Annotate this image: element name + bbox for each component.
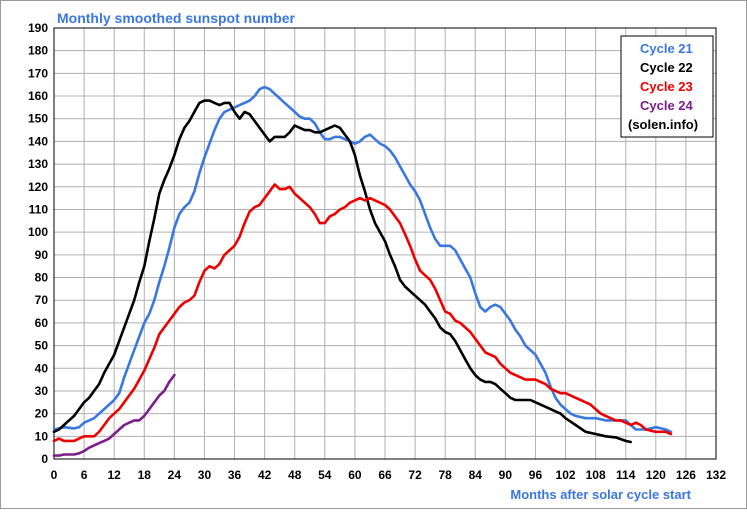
axes: 0102030405060708090100110120130140150160… [28, 21, 726, 482]
x-tick-label: 24 [168, 468, 182, 482]
x-tick-label: 72 [408, 468, 422, 482]
chart-title: Monthly smoothed sunspot number [57, 10, 296, 26]
x-tick-label: 36 [228, 468, 242, 482]
y-tick-label: 50 [35, 339, 49, 353]
y-tick-label: 0 [41, 452, 48, 466]
y-tick-label: 60 [35, 316, 49, 330]
x-tick-label: 114 [616, 468, 636, 482]
y-tick-label: 130 [28, 157, 48, 171]
x-tick-label: 48 [288, 468, 302, 482]
x-tick-label: 132 [706, 468, 726, 482]
series-line-cycle-24 [52, 373, 176, 457]
y-tick-label: 140 [28, 134, 48, 148]
y-tick-label: 150 [28, 112, 48, 126]
y-tick-label: 90 [35, 248, 49, 262]
x-tick-label: 96 [529, 468, 543, 482]
y-tick-label: 20 [35, 407, 49, 421]
series-lines [52, 85, 673, 457]
x-tick-label: 126 [676, 468, 696, 482]
y-tick-label: 190 [28, 21, 48, 35]
legend-entry-cycle-21: Cycle 21 [640, 41, 693, 56]
y-tick-label: 170 [28, 66, 48, 80]
series-line-cycle-21 [52, 85, 673, 434]
legend-entry-cycle-24: Cycle 24 [640, 98, 694, 113]
x-tick-label: 42 [258, 468, 272, 482]
y-tick-label: 100 [28, 225, 48, 239]
x-tick-label: 30 [198, 468, 212, 482]
x-tick-label: 108 [586, 468, 606, 482]
y-tick-label: 110 [29, 202, 49, 216]
x-axis-label: Months after solar cycle start [510, 487, 691, 502]
x-tick-label: 120 [646, 468, 666, 482]
legend: Cycle 21 Cycle 22 Cycle 23 Cycle 24 (solen.i… [620, 35, 714, 138]
x-tick-label: 54 [318, 468, 332, 482]
x-tick-label: 90 [499, 468, 513, 482]
y-tick-label: 180 [28, 44, 48, 58]
x-tick-label: 18 [138, 468, 152, 482]
grid [54, 28, 716, 459]
y-tick-label: 160 [28, 89, 48, 103]
x-tick-label: 60 [348, 468, 362, 482]
x-tick-label: 0 [51, 468, 58, 482]
x-tick-label: 12 [108, 468, 122, 482]
legend-entry-cycle-22: Cycle 22 [640, 60, 693, 75]
y-tick-label: 40 [35, 361, 49, 375]
series-line-cycle-22 [52, 99, 632, 444]
y-tick-label: 120 [28, 180, 48, 194]
legend-box [620, 35, 714, 138]
legend-entry-cycle-23: Cycle 23 [640, 79, 693, 94]
y-tick-label: 70 [35, 293, 49, 307]
x-tick-label: 78 [439, 468, 453, 482]
x-tick-label: 102 [556, 468, 576, 482]
x-tick-label: 66 [378, 468, 392, 482]
y-tick-label: 80 [35, 271, 49, 285]
legend-credit: (solen.info) [628, 117, 698, 132]
plot-area [53, 27, 717, 460]
y-tick-label: 30 [35, 384, 49, 398]
y-tick-label: 10 [35, 429, 49, 443]
x-tick-label: 84 [469, 468, 483, 482]
x-tick-label: 6 [81, 468, 88, 482]
series-line-cycle-23 [52, 183, 673, 443]
